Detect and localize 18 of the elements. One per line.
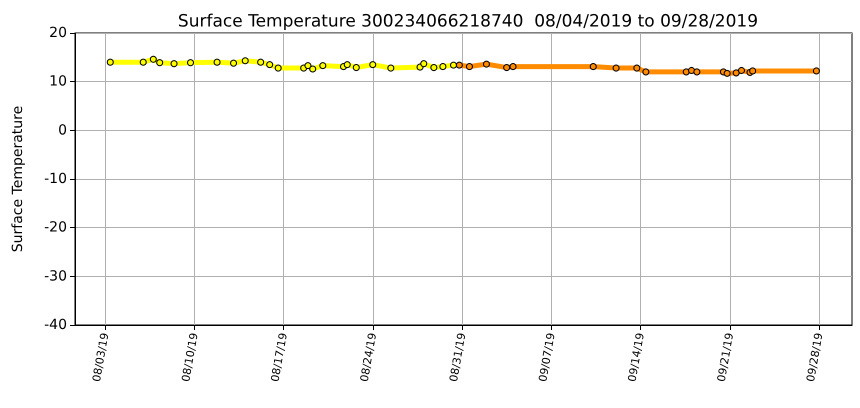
- chart-title: Surface Temperature 300234066218740 08/04/2019 to 09/28/2019: [178, 12, 758, 32]
- x-tick-label: 08/03/19: [90, 332, 112, 383]
- y-axis-title: Surface Temperature: [10, 106, 26, 252]
- x-tick-label: 09/28/19: [804, 332, 826, 383]
- y-tick-label: 20: [49, 25, 67, 41]
- y-tick-label: -20: [44, 220, 67, 236]
- x-tick-label: 08/31/19: [447, 332, 468, 383]
- y-tick-label: -40: [44, 317, 67, 333]
- y-tick-label: 0: [58, 122, 67, 138]
- x-tick-label: 09/21/19: [714, 332, 736, 383]
- y-tick-label: -30: [44, 268, 67, 284]
- x-tick-label: 09/14/19: [626, 332, 647, 383]
- y-tick-label: 10: [49, 74, 67, 90]
- x-tick-label: 08/17/19: [268, 332, 290, 383]
- x-tick-label: 09/07/19: [536, 332, 558, 383]
- x-tick-label: 08/24/19: [358, 332, 380, 383]
- y-tick-label: -10: [44, 171, 67, 187]
- x-tick-label: 08/10/19: [179, 332, 201, 383]
